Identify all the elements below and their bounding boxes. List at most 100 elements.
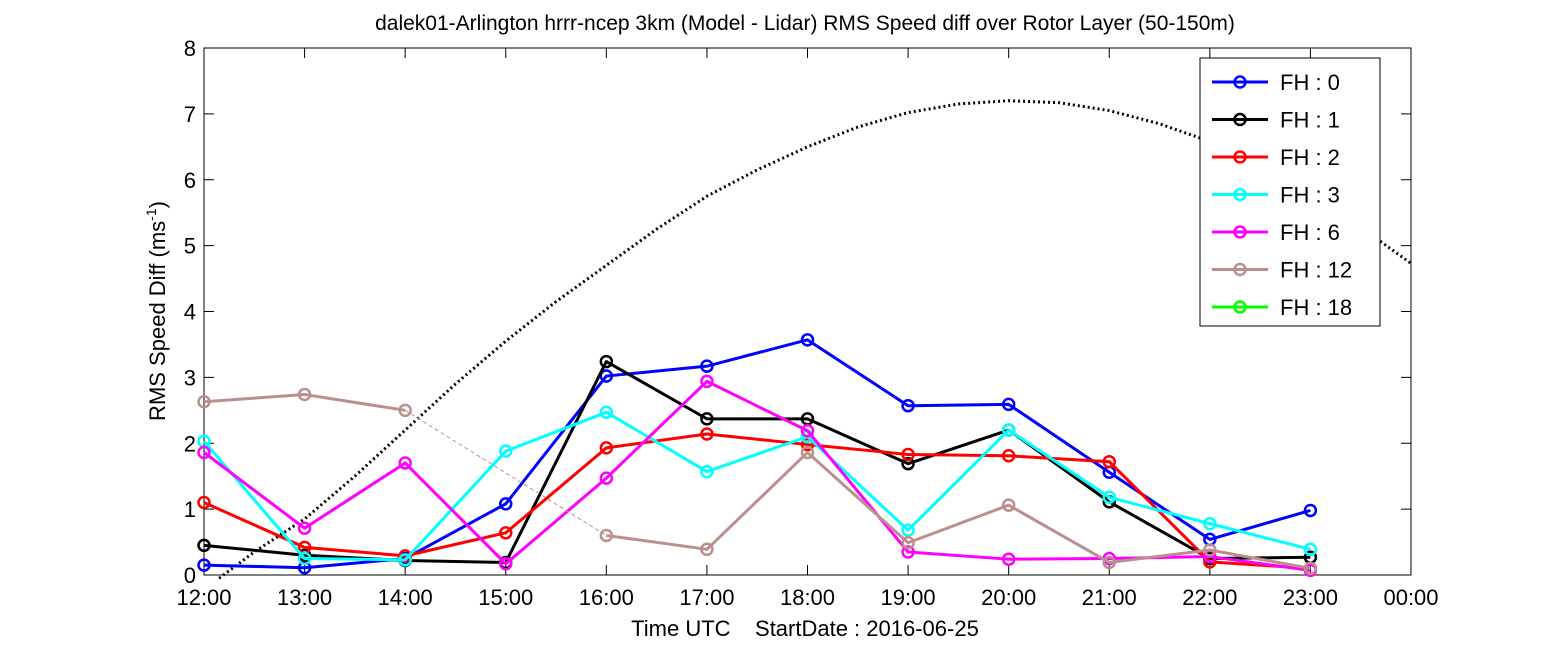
y-axis-label-superscript: -1: [143, 208, 159, 221]
data-point: [197, 558, 211, 572]
series-line: [203, 379, 1311, 572]
data-point: [1102, 490, 1116, 505]
series-layer: [197, 333, 1318, 578]
x-tick-label: 13:00: [277, 585, 332, 610]
data-point: [499, 557, 513, 571]
data-point: [599, 471, 614, 485]
data-point: [297, 387, 312, 402]
data-point: [1102, 555, 1116, 570]
data-point: [197, 495, 211, 510]
data-point: [1303, 542, 1318, 557]
legend-marker: [1233, 262, 1247, 277]
data-point: [297, 551, 312, 566]
data-point: [901, 456, 915, 471]
x-tick-label: 18:00: [780, 585, 835, 610]
y-tick-label: 3: [184, 365, 196, 390]
data-point: [499, 497, 513, 511]
data-point: [700, 412, 714, 426]
data-point: [901, 398, 915, 413]
x-tick-label: 22:00: [1182, 585, 1237, 610]
y-axis-label-main: RMS Speed Diff (ms: [145, 221, 170, 421]
data-point: [398, 456, 412, 470]
legend-box: [1199, 57, 1381, 327]
legend-marker: [1233, 75, 1247, 89]
data-point: [800, 437, 815, 452]
data-point: [599, 354, 614, 369]
data-point: [599, 528, 614, 543]
legend-marker: [1233, 225, 1247, 239]
data-point: [1001, 498, 1016, 512]
x-tick-label: 16:00: [579, 585, 634, 610]
series-line: [203, 432, 1311, 570]
data-point: [1001, 397, 1016, 412]
series-line: [203, 393, 406, 412]
y-tick-label: 5: [184, 234, 196, 259]
data-point: [1303, 561, 1318, 576]
y-tick-label: 8: [184, 36, 196, 61]
data-point: [297, 561, 312, 575]
y-axis-label-close: ): [145, 201, 170, 208]
data-point: [1203, 516, 1217, 531]
data-point: [499, 444, 513, 458]
x-tick-label: 23:00: [1283, 585, 1338, 610]
data-point: [599, 405, 614, 420]
data-point: [901, 535, 915, 550]
data-point: [1001, 552, 1016, 566]
x-tick-label: 14:00: [378, 585, 433, 610]
y-tick-label: 2: [184, 431, 196, 456]
legend-label: FH : 2: [1280, 145, 1340, 170]
legend-marker: [1233, 112, 1247, 127]
data-point: [499, 526, 513, 540]
data-point: [800, 445, 815, 460]
legend-marker: [1233, 187, 1247, 202]
x-axis-label: Time UTC StartDate : 2016-06-25: [631, 616, 979, 641]
series-line: [202, 410, 1311, 562]
data-point: [1001, 423, 1016, 437]
y-axis-ticks: 0 1 2 3 4 5 6 7 8: [184, 36, 1411, 588]
x-tick-label: 20:00: [981, 585, 1036, 610]
data-point: [1203, 543, 1217, 557]
data-point: [197, 538, 211, 553]
x-tick-label: 00:00: [1383, 585, 1438, 610]
x-tick-label: 15:00: [478, 585, 533, 610]
legend-label: FH : 18: [1280, 295, 1352, 320]
x-tick-label: 21:00: [1082, 585, 1137, 610]
data-point: [800, 423, 815, 438]
data-point: [1303, 503, 1318, 518]
data-point: [1102, 454, 1116, 469]
y-tick-label: 6: [184, 168, 196, 193]
data-point: [800, 333, 815, 347]
data-point: [599, 441, 614, 455]
data-point: [1001, 449, 1016, 463]
data-point: [599, 369, 614, 383]
data-point: [197, 394, 211, 409]
x-tick-label: 12:00: [176, 585, 231, 610]
series-2: [197, 427, 1318, 576]
y-axis-label: RMS Speed Diff (ms-1): [143, 201, 170, 421]
data-point: [700, 359, 714, 373]
legend-label: FH : 3: [1280, 183, 1340, 208]
series-gap-line: [404, 409, 607, 536]
data-point: [901, 447, 915, 462]
legend-label: FH : 6: [1280, 220, 1340, 245]
data-point: [398, 403, 412, 418]
data-point: [901, 523, 915, 537]
data-point: [700, 464, 714, 479]
x-tick-label: 17:00: [679, 585, 734, 610]
x-axis-ticks: 12:00 13:00 14:00 15:00 16:00 17:00 18:00 19:00…: [176, 48, 1439, 610]
data-point: [901, 545, 915, 559]
legend-label: FH : 0: [1280, 70, 1340, 95]
data-point: [297, 521, 312, 535]
data-point: [700, 427, 714, 441]
y-tick-label: 0: [184, 563, 196, 588]
y-tick-label: 1: [184, 497, 196, 522]
x-tick-label: 19:00: [881, 585, 936, 610]
legend-marker: [1233, 300, 1247, 314]
data-point: [700, 542, 714, 557]
data-point: [398, 553, 412, 567]
series-5: [197, 387, 1318, 576]
legend-label: FH : 1: [1280, 108, 1340, 133]
data-point: [700, 374, 714, 389]
data-point: [197, 445, 211, 460]
